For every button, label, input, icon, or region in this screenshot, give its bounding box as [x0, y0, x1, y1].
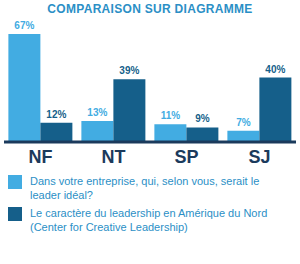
html-text:Dans votre entreprise, qui, se: Dans votre entreprise, qui, selon vous, …: [30, 175, 260, 201]
html-text:COMPARAISON SUR DIAGRAMME: COMPARAISON SUR DIAGRAMME: [47, 2, 253, 16]
svg-text:11%: 11%: [161, 110, 181, 121]
svg-text:9%: 9%: [195, 113, 210, 124]
svg-text:NF: NF: [29, 147, 53, 167]
svg-text:SP: SP: [174, 147, 198, 167]
svg-text:12%: 12%: [46, 109, 66, 120]
svg-text:7%: 7%: [236, 117, 251, 128]
svg-text:13%: 13%: [87, 107, 107, 118]
svg-text:39%: 39%: [119, 65, 139, 76]
svg-text:NT: NT: [102, 147, 126, 167]
svg-text:67%: 67%: [14, 20, 34, 31]
svg-text:40%: 40%: [265, 64, 285, 75]
svg-text:SJ: SJ: [248, 147, 270, 167]
html-text:Le caractère du leadership en: Le caractère du leadership en Amérique d…: [30, 207, 268, 233]
